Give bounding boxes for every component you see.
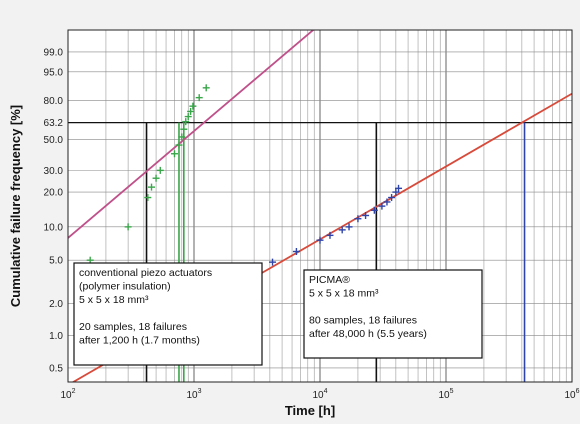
annotation-line: PICMA® [309,274,350,286]
x-tick-label: 103 [186,388,201,401]
y-tick-label: 30.0 [44,166,64,177]
data-point-2 [378,202,386,210]
data-point-2 [345,223,353,231]
x-tick-label: 105 [438,388,453,401]
data-point-1 [170,150,178,158]
y-tick-label: 20.0 [44,188,64,199]
data-point-1 [156,166,164,174]
data-point-1 [184,113,192,121]
annotation-line: (polymer insulation) [79,281,171,293]
annotation-frame [303,269,483,359]
y-tick-label: 95.0 [44,67,64,78]
annotation-line: 5 x 5 x 18 mm³ [79,294,149,306]
y-axis-label: Cumulative failure frequency [%] [8,105,23,307]
y-tick-label: 80.0 [44,96,64,107]
x-tick-label: 106 [564,388,579,401]
data-point-1 [189,102,197,110]
y-tick-label: 99.0 [44,47,64,58]
data-point-1 [175,141,183,149]
x-tick-label: 102 [60,388,75,401]
y-tick-label: 50.0 [44,135,64,146]
annotation-box-2: PICMA® 5 x 5 x 18 mm³ 80 samples, 18 failu… [303,269,483,359]
fit-line-1 [68,30,315,240]
annotation-line: 5 x 5 x 18 mm³ [309,288,379,300]
data-point-2 [292,248,300,256]
y-tick-label: 5.0 [49,256,63,267]
y-tick-label: 63.2 [44,118,64,129]
data-point-1 [152,174,160,182]
data-point-2 [383,198,391,206]
annotation-line: after 48,000 h (5.5 years) [309,328,427,340]
data-point-2 [362,211,370,219]
annotation-line: 80 samples, 18 failures [309,315,417,327]
data-point-2 [326,231,334,239]
data-point-1 [202,84,210,92]
plot-content [68,30,572,382]
annotation-line: after 1,200 h (1.7 months) [79,335,200,347]
annotation-box-1: conventional piezo actuators (polymer ins… [73,262,263,366]
data-point-1 [178,133,186,141]
annotation-frame [73,262,263,366]
annotation-line: conventional piezo actuators [79,267,212,279]
data-point-2 [354,215,362,223]
data-point-1 [124,223,132,231]
data-point-1 [180,125,188,133]
data-point-2 [338,226,346,234]
y-tick-label: 1.0 [49,331,63,342]
data-point-2 [316,236,324,244]
data-point-1 [144,194,152,202]
y-tick-label: 0.5 [49,363,63,374]
annotation-line: 20 samples, 18 failures [79,321,187,333]
data-point-2 [388,194,396,202]
data-point-1 [187,107,195,115]
data-point-2 [392,188,400,196]
y-tick-label: 10.0 [44,222,64,233]
data-point-2 [395,184,403,192]
y-tick-label: 2.0 [49,299,63,310]
x-axis-label: Time [h] [285,403,335,418]
x-tick-label: 104 [312,388,327,401]
data-point-1 [182,118,190,126]
data-point-2 [269,258,277,266]
data-point-1 [195,94,203,102]
data-point-1 [148,183,156,191]
plot-frame [67,29,573,383]
data-point-2 [370,206,378,214]
